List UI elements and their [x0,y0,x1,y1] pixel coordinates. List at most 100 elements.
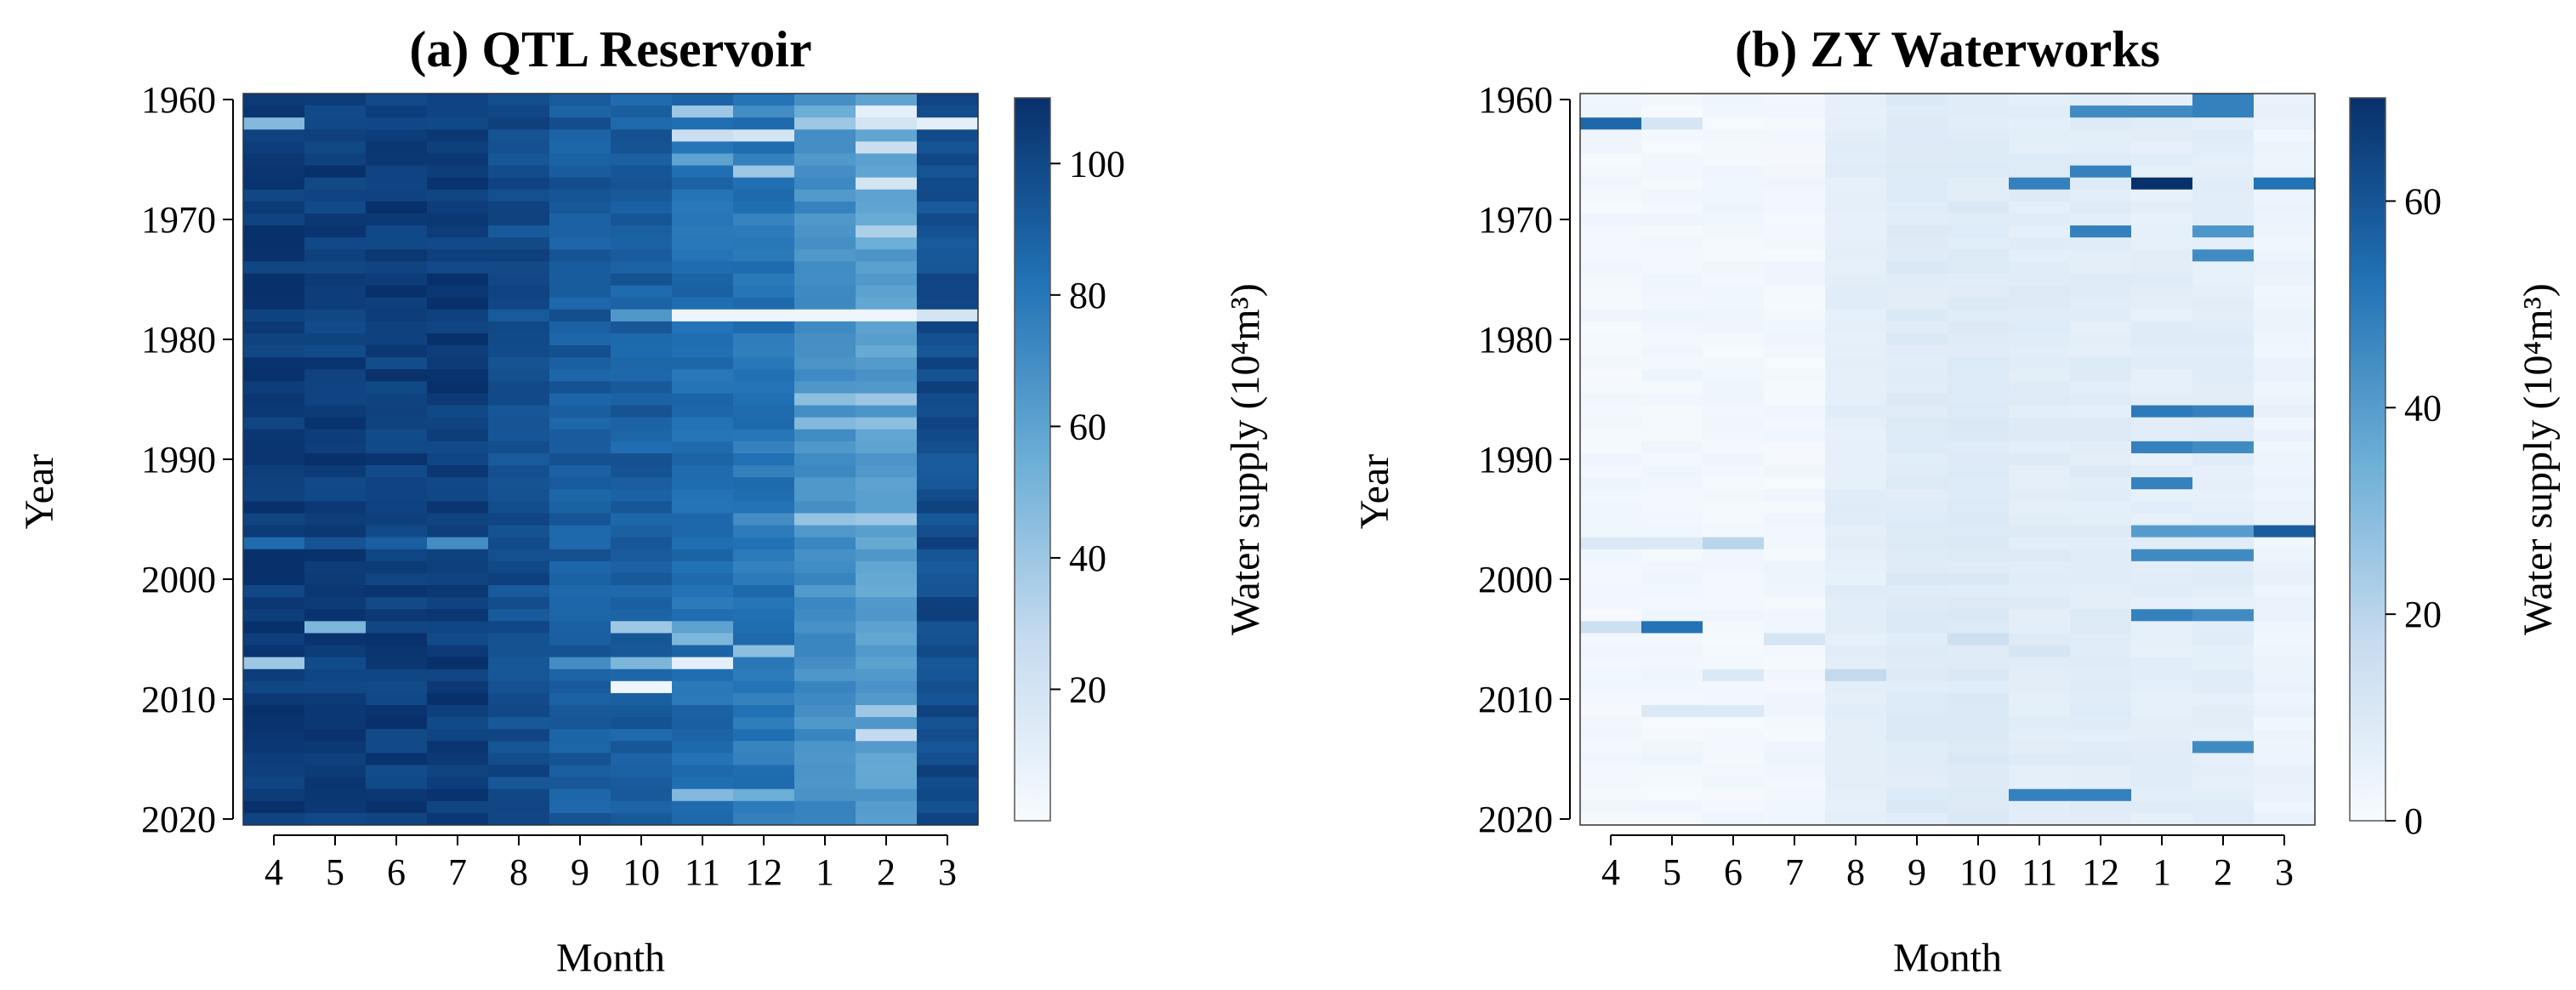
panel-b: (b) ZY Waterworks 4 5 6 7 8 9 10 11 12 1 2 3 196019… [1352,21,2561,981]
heatmap-cell [1948,153,2010,167]
heatmap-cell [2070,309,2132,322]
heatmap-cell [2131,333,2193,346]
heatmap-cell [917,560,979,574]
heatmap-cell [2131,489,2193,502]
heatmap-cell [856,729,918,742]
heatmap-cell [488,441,550,454]
heatmap-cell [243,741,305,754]
heatmap-cell [1764,333,1826,346]
heatmap-cell [672,549,734,562]
heatmap-cell [304,597,367,610]
x-tick-label: 4 [264,851,283,893]
heatmap-cell [488,692,550,706]
heatmap-cell [304,345,367,358]
heatmap-cell [1948,369,2010,382]
heatmap-cell [2070,129,2132,142]
heatmap-cell [427,297,489,310]
heatmap-cell [243,309,305,322]
heatmap-cell [549,225,611,238]
heatmap-cell [243,345,305,358]
heatmap-cell [672,452,734,466]
heatmap-cell [1825,345,1887,358]
heatmap-cell [2070,800,2132,814]
heatmap-cell [672,753,734,766]
x-tick-label: 6 [1724,851,1743,893]
heatmap-cell [2254,94,2316,106]
heatmap-cell [856,273,918,287]
heatmap-cell [1580,717,1642,730]
heatmap-cell [366,297,428,310]
heatmap-cell [611,692,673,706]
heatmap-cell [1764,177,1826,191]
heatmap-cell [1764,777,1826,790]
heatmap-cell [917,572,979,586]
heatmap-cell [243,705,305,718]
heatmap-cell [304,501,367,515]
heatmap-cell [427,812,489,826]
heatmap-cell [611,525,673,538]
heatmap-cell [549,417,611,430]
heatmap-cell [2192,609,2255,622]
heatmap-cell [1703,572,1765,586]
heatmap-cell [549,717,611,730]
heatmap-cell [427,393,489,407]
heatmap-cell [672,680,734,694]
heatmap-cell [856,94,918,106]
heatmap-cell [2070,213,2132,226]
heatmap-cell [2070,153,2132,167]
heatmap-cell [794,357,856,370]
heatmap-cell [2254,225,2316,238]
heatmap-cell [733,657,795,670]
heatmap-cell [1825,549,1887,562]
heatmap-cell [1641,633,1703,646]
panel-a-title: (a) QTL Reservoir [409,21,811,77]
heatmap-cell [1703,729,1765,742]
heatmap-cell [2131,812,2193,826]
heatmap-cell [488,213,550,226]
heatmap-cell [2131,633,2193,646]
heatmap-cell [2254,153,2316,167]
heatmap-cell [549,201,611,214]
heatmap-cell [2254,441,2316,454]
heatmap-cell [1703,261,1765,275]
heatmap-cell [243,765,305,778]
heatmap-cell [304,549,367,562]
heatmap-cell [427,285,489,299]
heatmap-cell [304,357,367,370]
heatmap-cell [304,225,367,238]
heatmap-cell [549,572,611,586]
heatmap-cell [1886,309,1948,322]
heatmap-cell [488,549,550,562]
heatmap-cell [611,489,673,502]
heatmap-cell [611,117,673,130]
heatmap-cell [2131,537,2193,550]
heatmap-cell [856,812,918,826]
heatmap-cell [2131,753,2193,766]
heatmap-cell [366,393,428,407]
heatmap-cell [1641,680,1703,694]
heatmap-cell [488,609,550,622]
heatmap-cell [672,717,734,730]
heatmap-cell [917,477,979,490]
heatmap-cell [611,261,673,275]
heatmap-cell [1948,621,2010,634]
heatmap-cell [2009,692,2071,706]
heatmap-cell [2192,141,2255,155]
heatmap-cell [2254,213,2316,226]
heatmap-cell [794,729,856,742]
heatmap-cell [1764,741,1826,754]
heatmap-cell [2009,309,2071,322]
heatmap-cell [1580,165,1642,179]
heatmap-cell [1764,525,1826,538]
heatmap-cell [1948,633,2010,646]
heatmap-cell [366,800,428,814]
heatmap-cell [1948,237,2010,250]
heatmap-cell [794,249,856,262]
heatmap-cell [672,609,734,622]
heatmap-cell [1764,309,1826,322]
heatmap-cell [243,489,305,502]
heatmap-cell [856,177,918,191]
heatmap-cell [2192,441,2255,454]
heatmap-cell [917,333,979,346]
heatmap-cell [1825,621,1887,634]
